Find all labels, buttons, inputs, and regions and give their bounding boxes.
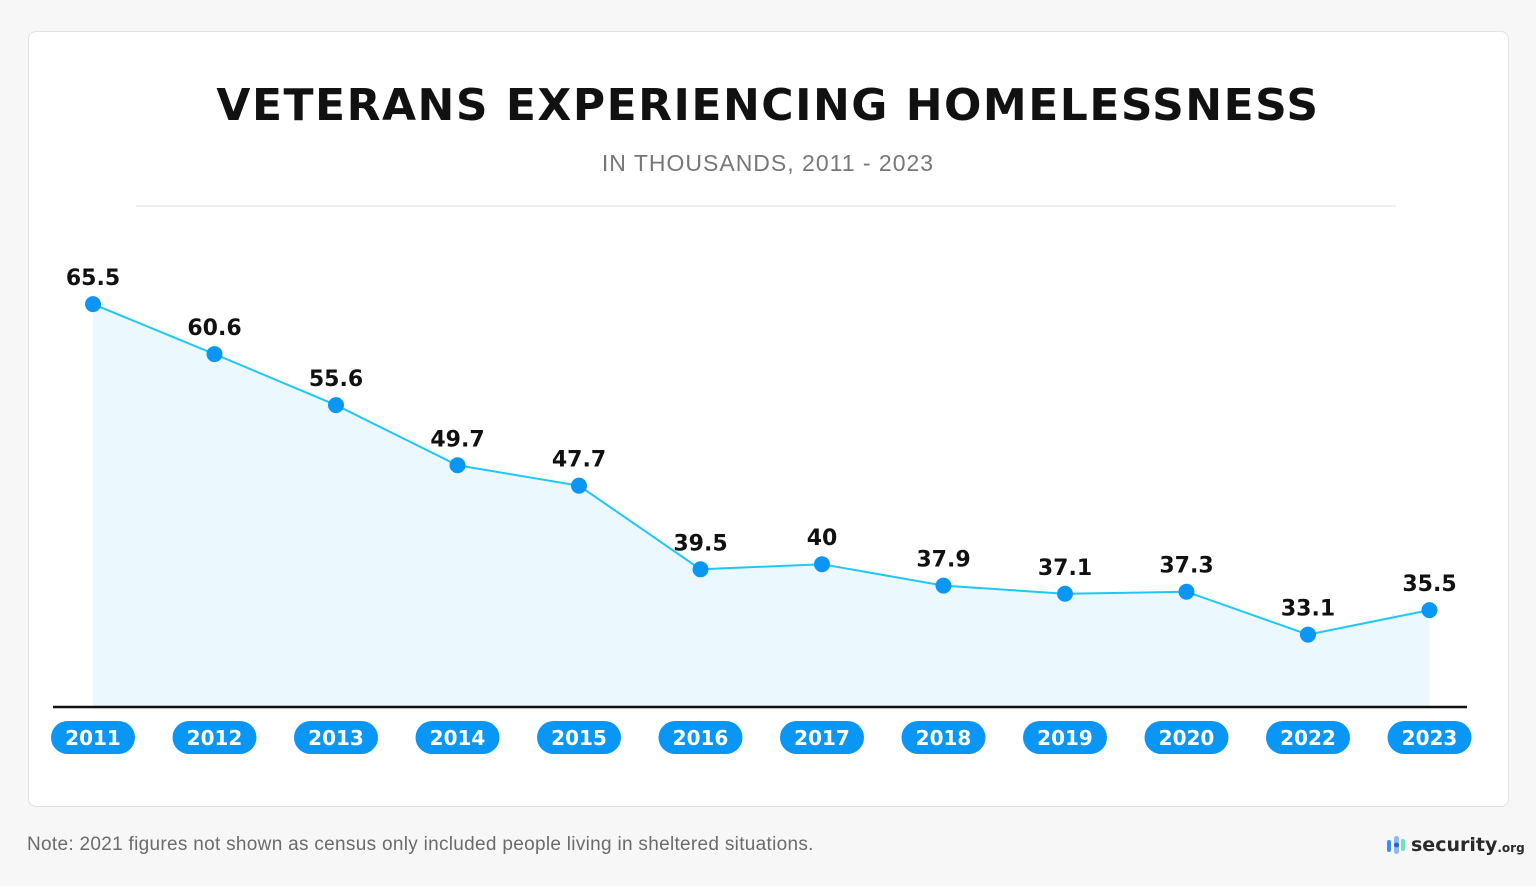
x-tick-label: 2014	[430, 726, 486, 750]
data-label: 37.9	[916, 548, 970, 573]
x-tick-label: 2022	[1280, 726, 1336, 750]
x-tick-label: 2017	[794, 726, 850, 750]
data-point	[692, 561, 709, 578]
x-tick-label: 2013	[308, 726, 364, 750]
data-point	[571, 477, 587, 494]
data-point	[206, 346, 223, 363]
x-tick-pill	[658, 721, 743, 754]
x-tick-pill	[172, 721, 257, 754]
x-tick-pill	[294, 721, 378, 754]
data-label: 39.5	[673, 531, 727, 556]
footnote: Note: 2021 figures not shown as census o…	[27, 834, 814, 855]
x-tick-pill	[537, 721, 621, 754]
x-tick-pill	[51, 721, 135, 754]
x-tick-pill	[901, 721, 986, 754]
data-label: 60.6	[187, 316, 241, 341]
data-point	[1057, 585, 1073, 602]
data-label: 33.1	[1281, 597, 1335, 622]
area-fill	[93, 304, 1430, 707]
data-label: 37.1	[1038, 556, 1092, 581]
x-tick-label: 2016	[673, 726, 729, 750]
data-label: 35.5	[1402, 572, 1456, 597]
data-label: 40	[807, 526, 838, 551]
data-point	[935, 577, 952, 594]
logo-icon	[1387, 836, 1405, 854]
data-label: 49.7	[430, 427, 484, 452]
x-tick-pill	[1387, 721, 1472, 754]
data-label: 65.5	[66, 266, 120, 291]
data-point	[1300, 626, 1316, 643]
data-label: 55.6	[309, 367, 363, 392]
x-tick-label: 2011	[65, 726, 121, 750]
chart-subtitle: IN THOUSANDS, 2011 - 2023	[602, 150, 934, 176]
data-point	[449, 457, 466, 474]
x-tick-pill	[1023, 721, 1107, 754]
series-line	[92, 303, 1430, 636]
data-point	[328, 397, 344, 414]
x-tick-label: 2015	[551, 726, 607, 750]
x-tick-pill	[1266, 721, 1350, 754]
x-tick-pill	[415, 721, 500, 754]
data-point	[1178, 583, 1195, 600]
x-tick-label: 2020	[1159, 726, 1215, 750]
chart-title: VETERANS EXPERIENCING HOMELESSNESS	[216, 80, 1319, 131]
security-org-logo: security .org	[1386, 834, 1525, 856]
data-point	[814, 556, 830, 573]
x-tick-label: 2012	[187, 726, 243, 750]
data-label: 37.3	[1159, 554, 1213, 579]
x-tick-pill	[1144, 721, 1229, 754]
x-tick-label: 2023	[1402, 726, 1458, 750]
data-point	[1421, 602, 1438, 619]
x-tick-label: 2019	[1037, 726, 1093, 750]
data-label: 47.7	[552, 448, 606, 473]
data-point	[85, 296, 101, 313]
x-tick-pill	[780, 721, 864, 754]
x-tick-label: 2018	[916, 726, 972, 750]
